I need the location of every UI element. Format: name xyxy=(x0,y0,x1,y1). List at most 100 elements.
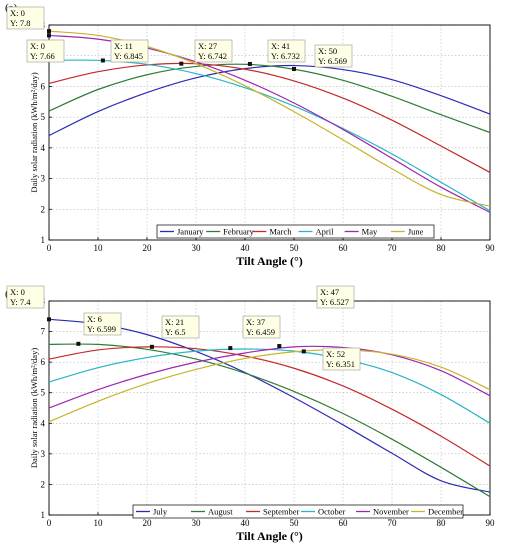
datatip-y-text: Y: 6.5 xyxy=(165,327,185,337)
datatip-x-text: X: 6 xyxy=(87,314,102,324)
datatip-x-text: X: 41 xyxy=(271,41,290,51)
legend-entry: June xyxy=(408,227,424,237)
x-tick-label: 0 xyxy=(47,243,52,253)
legend-entry: September xyxy=(263,507,300,517)
x-tick-label: 20 xyxy=(143,518,153,528)
datatip-marker xyxy=(149,344,154,349)
y-tick-label: 7 xyxy=(41,327,46,337)
x-tick-label: 80 xyxy=(437,518,447,528)
x-tick-label: 10 xyxy=(94,243,104,253)
legend-entry: January xyxy=(177,227,204,237)
datatip-x-text: X: 47 xyxy=(320,287,339,297)
datatip-marker xyxy=(277,344,282,349)
legend-entry: August xyxy=(208,507,233,517)
y-tick-label: 3 xyxy=(41,174,46,184)
y-tick-label: 2 xyxy=(41,204,46,214)
chart-panel-a: (a)010203040506070809012345678Tilt Angle… xyxy=(5,2,495,268)
datatip-x-text: X: 0 xyxy=(10,8,25,18)
series-line-august xyxy=(48,343,491,498)
datatip-x-text: X: 37 xyxy=(246,317,265,327)
datatip-x-text: X: 0 xyxy=(10,287,25,297)
y-tick-label: 6 xyxy=(41,357,46,367)
legend-entry: February xyxy=(223,227,254,237)
x-axis-label: Tilt Angle (°) xyxy=(236,529,303,543)
y-tick-label: 1 xyxy=(41,510,46,520)
datatip-marker xyxy=(47,29,51,34)
x-tick-label: 20 xyxy=(143,243,153,253)
legend-entry: December xyxy=(428,507,463,517)
datatip-y-text: Y: 6.742 xyxy=(198,51,227,61)
series-line-december xyxy=(48,349,491,423)
legend-entry: November xyxy=(373,507,409,517)
x-tick-label: 30 xyxy=(192,518,202,528)
x-tick-label: 10 xyxy=(94,518,104,528)
datatip-box xyxy=(194,39,233,63)
datatip-box xyxy=(161,315,200,339)
datatip-marker xyxy=(228,346,233,351)
legend-entry: March xyxy=(269,227,292,237)
datatip-y-text: Y: 6.732 xyxy=(271,51,300,61)
datatip-y-text: Y: 6.569 xyxy=(318,56,347,66)
datatip-y-text: Y: 6.459 xyxy=(246,327,275,337)
y-tick-label: 4 xyxy=(41,418,46,428)
y-axis-label: Daily solar radiation (kWh/m²/day) xyxy=(29,72,39,193)
datatip-y-text: Y: 7.8 xyxy=(10,18,30,28)
series-line-february xyxy=(48,63,491,134)
legend-box xyxy=(156,224,435,239)
series-line-september xyxy=(48,346,491,467)
datatip-box xyxy=(6,6,45,30)
datatip-box xyxy=(316,285,355,309)
x-tick-label: 80 xyxy=(437,243,447,253)
legend-entry: April xyxy=(316,227,335,237)
datatip-marker xyxy=(100,58,105,63)
x-tick-label: 60 xyxy=(339,243,349,253)
datatip-marker xyxy=(76,341,81,346)
datatip-y-text: Y: 7.4 xyxy=(10,297,31,307)
series-line-january xyxy=(48,64,491,137)
datatip-y-text: Y: 6.599 xyxy=(87,324,116,334)
datatip-box xyxy=(314,44,353,68)
datatip-box xyxy=(6,285,45,309)
datatip-box xyxy=(322,347,361,371)
datatip-y-text: Y: 6.351 xyxy=(326,359,355,369)
datatip-marker xyxy=(301,349,306,354)
datatip-marker xyxy=(179,61,184,66)
x-tick-label: 60 xyxy=(339,518,349,528)
y-tick-label: 5 xyxy=(41,112,46,122)
x-tick-label: 50 xyxy=(290,518,300,528)
legend-entry: July xyxy=(153,507,168,517)
y-tick-label: 1 xyxy=(41,235,46,245)
series-line-november xyxy=(48,345,491,409)
datatip-y-text: Y: 6.845 xyxy=(114,51,143,61)
datatip-box xyxy=(83,312,122,336)
datatip-y-text: Y: 6.527 xyxy=(320,297,349,307)
x-tick-label: 50 xyxy=(290,243,300,253)
series-line-october xyxy=(48,348,491,424)
y-tick-label: 4 xyxy=(41,143,46,153)
y-tick-label: 3 xyxy=(41,449,46,459)
x-tick-label: 90 xyxy=(486,518,496,528)
y-tick-label: 5 xyxy=(41,388,46,398)
x-tick-label: 70 xyxy=(388,243,398,253)
legend-entry: October xyxy=(318,507,346,517)
datatip-x-text: X: 0 xyxy=(30,41,45,51)
datatip-box xyxy=(110,39,149,63)
datatip-marker xyxy=(292,66,296,71)
x-tick-label: 30 xyxy=(192,243,202,253)
series-line-july xyxy=(48,318,491,493)
datatip-x-text: X: 52 xyxy=(326,349,345,359)
datatip-marker xyxy=(247,61,252,66)
x-axis-label: Tilt Angle (°) xyxy=(236,254,303,268)
datatip-x-text: X: 50 xyxy=(318,46,337,56)
legend-entry: May xyxy=(362,227,378,237)
x-tick-label: 0 xyxy=(47,518,52,528)
datatip-marker xyxy=(47,33,51,38)
datatip-box xyxy=(267,39,306,63)
legend-box xyxy=(132,504,464,519)
datatip-box xyxy=(26,39,65,63)
x-tick-label: 40 xyxy=(241,243,251,253)
datatip-box xyxy=(242,315,281,339)
x-tick-label: 40 xyxy=(241,518,251,528)
x-tick-label: 70 xyxy=(388,518,398,528)
